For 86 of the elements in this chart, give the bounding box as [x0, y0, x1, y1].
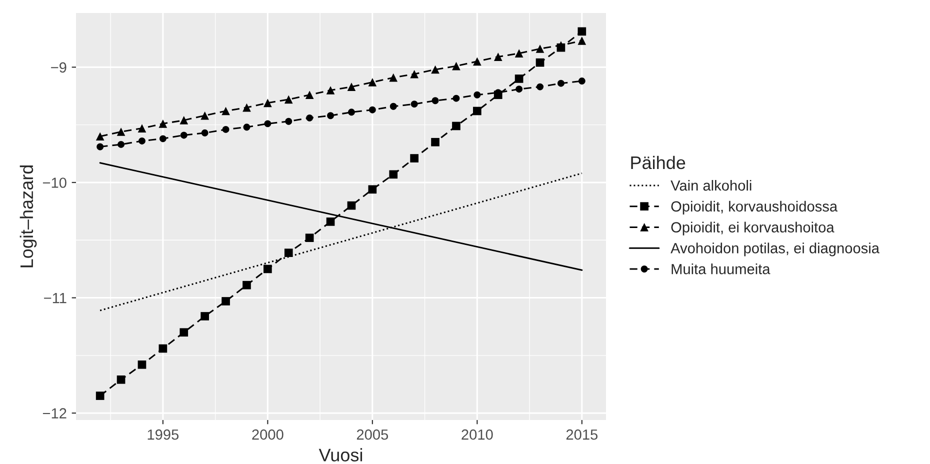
point: [536, 58, 544, 67]
point: [473, 57, 482, 66]
y-tick-label: −10: [42, 178, 66, 188]
y-tick-label: −11: [44, 293, 66, 304]
legend-label: Vain alkoholi: [670, 180, 752, 191]
point: [200, 312, 209, 320]
point: [159, 135, 166, 142]
point: [96, 392, 104, 400]
point: [180, 132, 188, 139]
point: [285, 118, 292, 125]
point: [368, 78, 377, 86]
x-tick-label: 2005: [356, 429, 388, 440]
point: [474, 91, 481, 98]
point: [243, 124, 250, 131]
point: [138, 138, 146, 144]
point: [494, 52, 502, 61]
point: [410, 70, 418, 78]
point: [368, 106, 376, 114]
point: [264, 120, 272, 128]
point: [536, 44, 544, 53]
point: [200, 111, 209, 120]
point: [264, 98, 272, 108]
point: [326, 218, 335, 226]
point: [473, 106, 482, 116]
point: [452, 122, 460, 130]
point: [118, 140, 125, 148]
x-tick-label: 2015: [566, 429, 598, 440]
legend-title: Päihde: [631, 156, 686, 170]
point: [116, 128, 126, 136]
point: [305, 90, 314, 100]
point: [556, 41, 566, 50]
x-axis-title: Vuosi: [318, 448, 362, 462]
point: [514, 49, 524, 58]
point: [578, 36, 586, 45]
point: [348, 108, 355, 116]
point: [389, 170, 398, 179]
point: [201, 129, 208, 136]
point: [264, 264, 272, 274]
point: [432, 97, 439, 104]
point: [389, 73, 398, 82]
legend-label: Opioidit, ei korvaushoitoa: [671, 222, 834, 236]
legend-label: Opioidit, korvaushoidossa: [671, 200, 838, 214]
point: [222, 297, 230, 306]
point: [138, 124, 146, 132]
point: [516, 86, 523, 93]
point: [284, 95, 293, 104]
point: [138, 360, 146, 369]
point: [306, 114, 314, 122]
point: [222, 106, 230, 116]
point: [431, 65, 440, 74]
point: [452, 62, 460, 70]
point: [242, 103, 251, 112]
point: [410, 154, 418, 162]
x-tick-label: 2000: [252, 429, 284, 440]
point: [347, 82, 356, 91]
y-tick-label: −9: [51, 62, 66, 73]
point: [557, 80, 564, 87]
x-tick-label: 1995: [148, 429, 179, 440]
point: [368, 185, 377, 194]
legend-label: Muita huumeita: [672, 264, 770, 274]
point: [452, 94, 460, 102]
legend-label: Avohoidon potilas, ei diagnoosia: [670, 242, 880, 256]
point: [180, 116, 188, 124]
point: [242, 280, 251, 290]
point: [326, 86, 335, 94]
point: [158, 344, 168, 353]
point: [578, 78, 586, 84]
point: [536, 83, 544, 90]
point: [305, 234, 314, 242]
y-tick-label: −12: [42, 408, 66, 418]
point: [96, 143, 104, 150]
x-tick-label: 2010: [462, 429, 493, 440]
point: [578, 27, 586, 36]
point: [96, 132, 104, 141]
point: [158, 120, 168, 128]
point: [347, 201, 356, 210]
y-axis-title: Logit–hazard: [20, 165, 37, 268]
point: [116, 375, 126, 384]
point: [327, 112, 334, 120]
point: [180, 328, 188, 337]
point: [222, 126, 230, 133]
point: [514, 74, 524, 83]
point: [431, 138, 440, 146]
point: [410, 100, 418, 108]
point: [390, 102, 397, 110]
point: [284, 248, 293, 257]
